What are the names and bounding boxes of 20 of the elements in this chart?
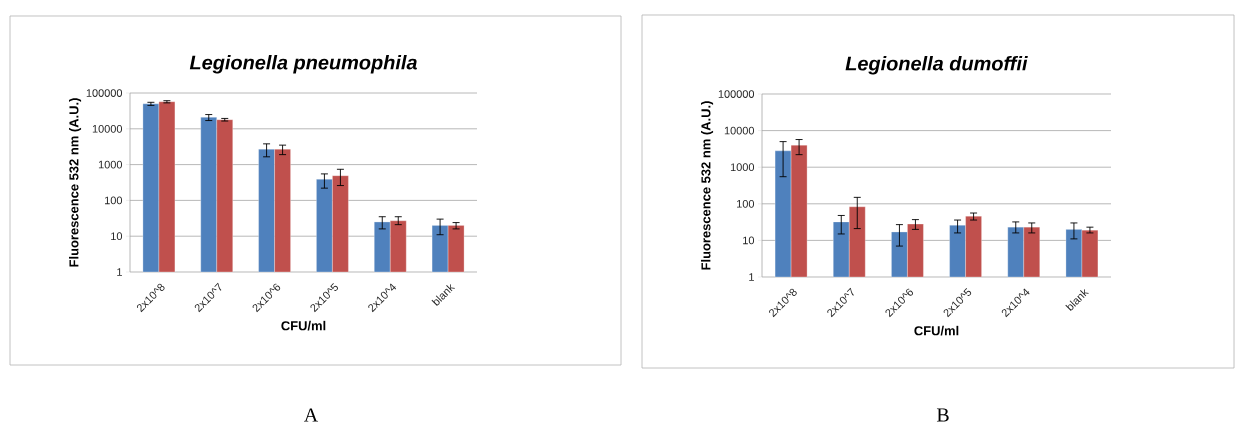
x-axis-title: CFU/ml [914,325,959,336]
y-tick-label: 100 [105,196,123,205]
y-tick-label: 100 [737,199,755,208]
y-tick-label: 10000 [92,124,123,133]
y-tick-label: 1000 [730,163,755,172]
y-tick-label: 100000 [86,89,123,97]
y-tick-label: 10 [743,236,755,245]
y-axis-title: Fluorescence 532 nm (A.U.) [68,98,82,267]
y-tick-label: 10 [111,232,123,241]
y-tick-label: 100000 [718,90,755,98]
x-axis-title: CFU/ml [281,320,326,331]
text: B [936,408,949,422]
y-tick-label: 1000 [98,160,123,169]
text: A [304,408,319,422]
chart-title: Legionella pneumophila [189,54,417,74]
y-tick-label: 10000 [724,126,755,135]
chart-title: Legionella dumoffii [845,55,1028,75]
y-tick-label: 1 [749,273,754,281]
y-tick-label: 1 [117,268,122,276]
y-axis-title: Fluorescence 532 nm (A.U.) [701,101,714,270]
